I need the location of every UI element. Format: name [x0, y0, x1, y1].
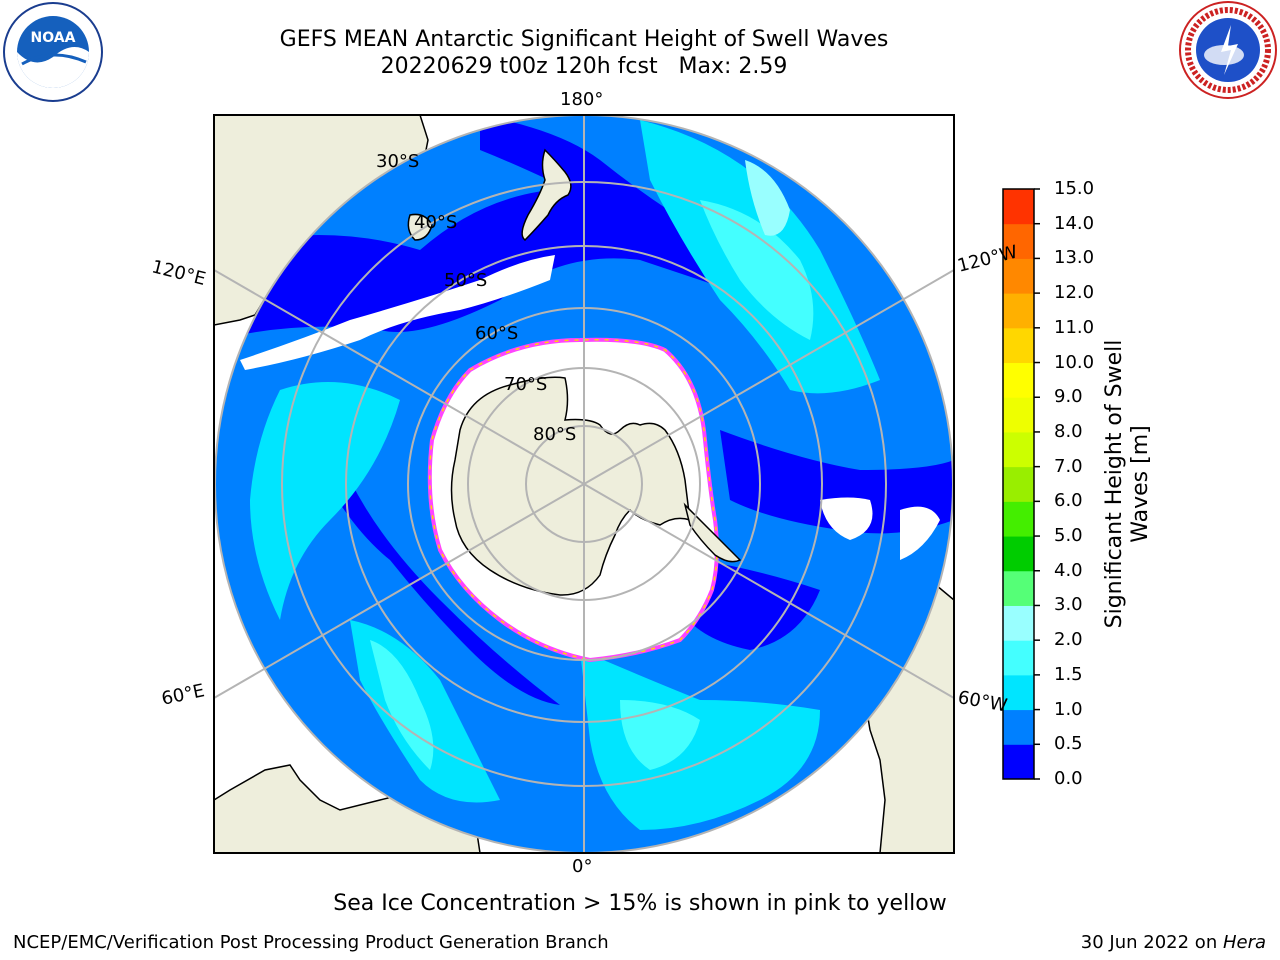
map-frame: [213, 114, 955, 854]
moderate-swell-band: [580, 650, 820, 830]
colorbar-tick-label: 12.0: [1054, 282, 1095, 304]
sea-ice-patch: [900, 506, 940, 560]
colorbar-tick-label: 1.0: [1054, 698, 1083, 720]
low-swell-band: [215, 188, 760, 340]
peak-swell-band: [745, 160, 790, 236]
higher-swell-band: [700, 200, 814, 340]
colorbar-segment: [1003, 501, 1034, 537]
higher-swell-band: [620, 700, 700, 770]
meridian-60e-120w: [214, 269, 954, 699]
colorbar-tick-label: 0.5: [1054, 733, 1083, 755]
colorbar-tick-label: 8.0: [1054, 420, 1083, 442]
colorbar-segment: [1003, 431, 1034, 468]
colorbar-segment: [1003, 640, 1034, 676]
colorbar-segment: [1003, 674, 1034, 711]
footer-machine: Hera: [1222, 932, 1266, 953]
colorbar-frame: [1002, 188, 1035, 780]
colorbar-segment: [1003, 709, 1034, 745]
chart-title-line2: 20220629 t00z 120h fcst Max: 2.59: [380, 54, 788, 79]
colorbar-title-text: Significant Height of Swell Waves [m]: [1102, 339, 1153, 629]
colorbar-segment: [1003, 605, 1034, 641]
lat-label-60s: 60°S: [475, 323, 519, 344]
higher-swell-band: [370, 640, 434, 770]
lat-label-30s: 30°S: [376, 151, 420, 172]
colorbar-segment: [1003, 397, 1034, 433]
colorbar-segment: [1003, 223, 1034, 259]
africa-land: [214, 764, 481, 853]
colorbar-tick-label: 13.0: [1054, 247, 1095, 269]
lat-label-70s: 70°S: [504, 374, 548, 395]
footer-date: 30 Jun 2022 on Hera: [1081, 932, 1266, 954]
sea-ice-edge-yellow: [429, 338, 718, 661]
colorbar-segment: [1003, 189, 1034, 225]
lon-label-180: 180°: [560, 89, 604, 110]
colorbar-segment: [1003, 570, 1034, 606]
lat-label-50s: 50°S: [444, 270, 488, 291]
antarctic-peninsula: [683, 502, 742, 563]
colorbar-tick-label: 7.0: [1054, 455, 1083, 477]
sea-ice-patch: [820, 497, 873, 540]
svg-text:NOAA: NOAA: [31, 30, 76, 46]
colorbar-tick-label: 15.0: [1054, 178, 1095, 199]
footer-date-text: 30 Jun 2022 on: [1080, 932, 1223, 953]
colorbar-segment: [1003, 293, 1034, 329]
colorbar-segment: [1003, 466, 1034, 502]
lat-label-40s: 40°S: [414, 212, 458, 233]
new-zealand-land: [521, 148, 572, 241]
colorbar-tick-label: 10.0: [1054, 351, 1095, 373]
colorbar-tick-label: 5.0: [1054, 525, 1083, 547]
nws-logo-icon: [1179, 1, 1277, 99]
low-swell-band: [720, 430, 953, 534]
colorbar-segment: [1003, 536, 1034, 572]
colorbar-tick-label: 6.0: [1054, 490, 1083, 512]
colorbar-segment: [1003, 744, 1034, 780]
colorbar-tick-label: 11.0: [1054, 316, 1095, 338]
colorbar-segment: [1003, 362, 1034, 398]
moderate-swell-band: [250, 382, 400, 620]
colorbar-segment: [1003, 327, 1034, 364]
noaa-logo-icon: NOAA: [3, 2, 103, 102]
footer-credit: NCEP/EMC/Verification Post Processing Pr…: [13, 932, 609, 953]
colorbar-tick-label: 4.0: [1054, 559, 1083, 581]
colorbar-segment: [1003, 258, 1034, 294]
low-swell-band: [480, 115, 700, 230]
colorbar-tick-label: 9.0: [1054, 386, 1083, 408]
colorbar: [1003, 188, 1040, 780]
colorbar-tick-label: 3.0: [1054, 594, 1083, 616]
chart-title-line1: GEFS MEAN Antarctic Significant Height o…: [279, 27, 889, 52]
lat-label-80s: 80°S: [533, 424, 577, 445]
colorbar-tick-label: 1.5: [1054, 663, 1083, 685]
colorbar-tick-label: 14.0: [1054, 212, 1095, 234]
colorbar-tick-label: 2.0: [1054, 629, 1083, 651]
colorbar-tick-label: 0.0: [1054, 768, 1083, 789]
sea-ice-note: Sea Ice Concentration > 15% is shown in …: [333, 891, 947, 916]
lon-label-0: 0°: [572, 856, 593, 877]
